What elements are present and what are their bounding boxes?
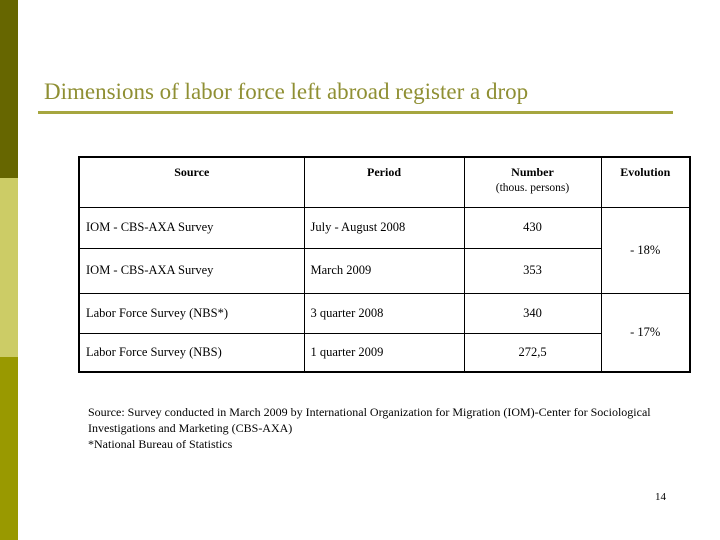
survey-table-container: Source Period Number (thous. persons) Ev…	[78, 156, 691, 373]
table-row: Labor Force Survey (NBS) 1 quarter 2009 …	[78, 332, 690, 373]
source-footnote: Source: Survey conducted in March 2009 b…	[88, 404, 678, 452]
table-header-row: Source Period Number (thous. persons) Ev…	[78, 156, 691, 208]
left-accent-bar	[0, 0, 18, 540]
cell-number: 353	[463, 247, 602, 294]
cell-source: Labor Force Survey (NBS*)	[78, 292, 305, 334]
accent-segment-medium	[0, 357, 18, 540]
footnote-line: Source: Survey conducted in March 2009 b…	[88, 405, 651, 419]
table-row: IOM - CBS-AXA Survey March 2009 353	[78, 247, 690, 294]
cell-number: 430	[463, 206, 602, 249]
cell-source: Labor Force Survey (NBS)	[78, 332, 305, 373]
header-period: Period	[303, 156, 465, 208]
page-number: 14	[655, 491, 666, 503]
cell-period: July - August 2008	[303, 206, 465, 249]
accent-segment-light	[0, 178, 18, 357]
header-source: Source	[78, 156, 305, 208]
cell-number: 272,5	[463, 332, 602, 373]
cell-source: IOM - CBS-AXA Survey	[78, 247, 305, 294]
cell-source: IOM - CBS-AXA Survey	[78, 206, 305, 249]
cell-period: 1 quarter 2009	[303, 332, 465, 373]
table-row: Labor Force Survey (NBS*) 3 quarter 2008…	[78, 292, 691, 373]
header-number: Number (thous. persons)	[463, 156, 602, 208]
footnote-line: *National Bureau of Statistics	[88, 437, 233, 451]
page-title: Dimensions of labor force left abroad re…	[44, 79, 529, 104]
cell-number: 340	[463, 292, 602, 334]
header-number-label: Number	[511, 165, 554, 179]
table-row: IOM - CBS-AXA Survey July - August 2008 …	[78, 206, 691, 294]
survey-table: Source Period Number (thous. persons) Ev…	[78, 156, 691, 373]
cell-evolution: - 17%	[600, 292, 691, 373]
accent-segment-dark	[0, 0, 18, 178]
header-number-unit: (thous. persons)	[495, 182, 570, 194]
footnote-line: Investigations and Marketing (CBS-AXA)	[88, 421, 293, 435]
header-evolution: Evolution	[600, 156, 691, 208]
cell-period: March 2009	[303, 247, 465, 294]
cell-evolution: - 18%	[600, 206, 691, 294]
title-underline	[38, 111, 673, 114]
cell-period: 3 quarter 2008	[303, 292, 465, 334]
